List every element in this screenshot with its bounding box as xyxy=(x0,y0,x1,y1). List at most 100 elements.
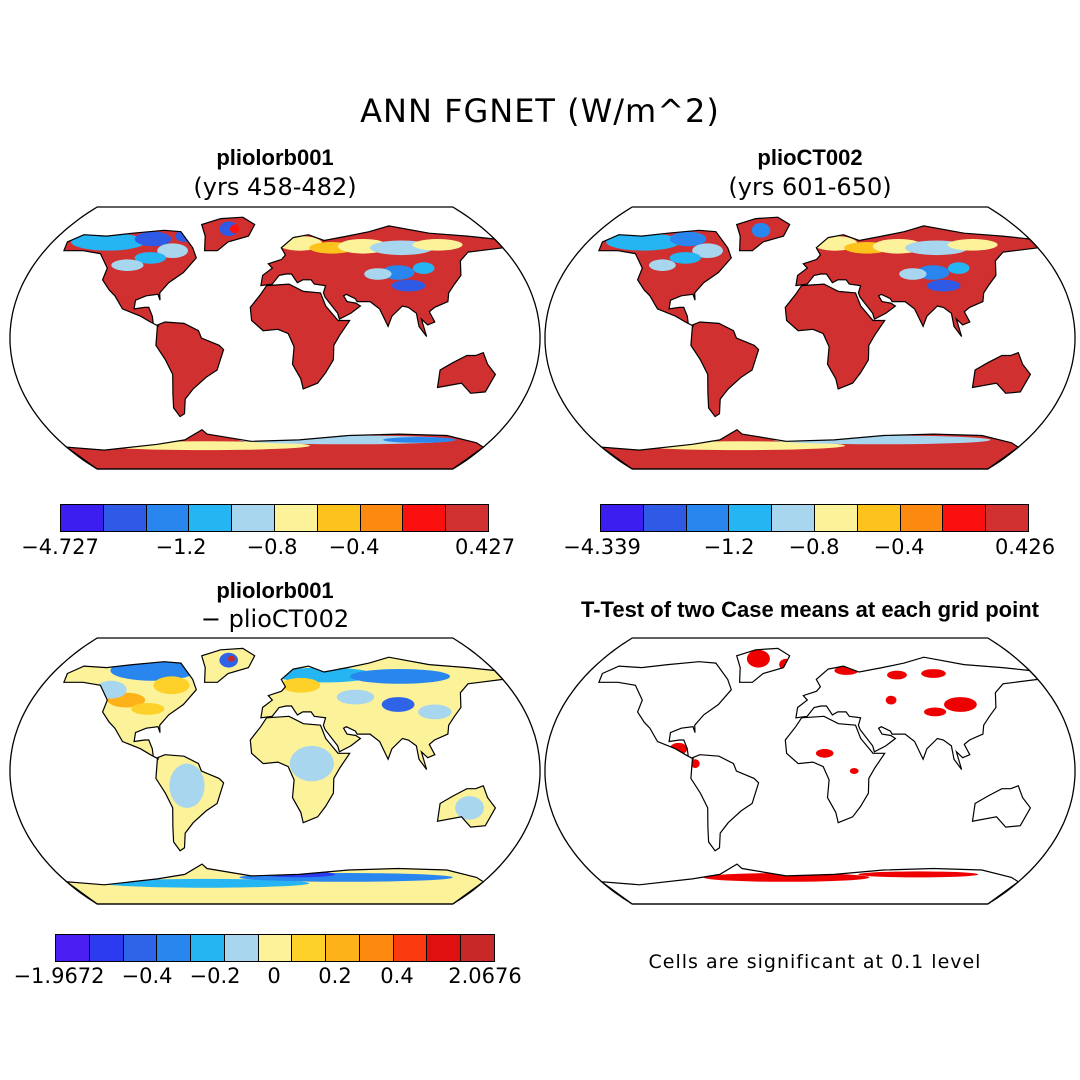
field-patch xyxy=(669,231,707,247)
colorbar-swatch xyxy=(274,505,318,531)
field-patch xyxy=(924,707,947,717)
field-patch xyxy=(412,239,463,251)
panel-4-title: T-Test of two Case means at each grid po… xyxy=(580,597,1039,622)
coastline-eurasia xyxy=(260,225,505,337)
land-africa xyxy=(785,716,885,823)
coastline-namerica xyxy=(63,229,197,327)
field-patch xyxy=(102,878,310,888)
land-eurasia xyxy=(795,657,1038,770)
field-patch xyxy=(153,676,190,695)
colorbar-swatch xyxy=(900,505,944,531)
coastline-australia xyxy=(436,785,497,828)
coastline-samerica xyxy=(690,754,760,852)
coastline-samerica xyxy=(690,321,760,418)
colorbar-swatch xyxy=(857,505,901,531)
field-patch xyxy=(157,243,189,258)
colorbar-panel-3 xyxy=(55,934,495,962)
land-australia xyxy=(972,352,1031,394)
land-eurasia xyxy=(795,225,1038,337)
colorbar-2-label-2: −0.8 xyxy=(788,535,840,559)
field-patch xyxy=(289,745,334,782)
land-africa xyxy=(785,284,885,389)
colorbar-3-label-6: 2.0676 xyxy=(448,964,522,988)
field-patch xyxy=(281,677,321,693)
coastline-greenland xyxy=(200,216,256,252)
colorbar-3-label-4: 0.2 xyxy=(318,964,352,988)
field-patch xyxy=(364,268,392,280)
field-patch xyxy=(412,262,435,274)
field-patch xyxy=(692,243,723,258)
coastline-antarctica xyxy=(64,428,485,470)
colorbar-swatch xyxy=(446,505,488,531)
land-samerica xyxy=(690,754,759,851)
colorbar-swatch xyxy=(943,505,987,531)
land-samerica xyxy=(690,322,759,417)
coastline-namerica xyxy=(63,661,197,760)
colorbar-swatch xyxy=(292,935,327,961)
field-patch xyxy=(228,655,235,662)
colorbar-swatch xyxy=(729,505,773,531)
coastline-antarctica xyxy=(64,863,485,905)
map-panel-3 xyxy=(9,637,541,905)
field-patch xyxy=(131,703,165,715)
colorbar-2-label-1: −1.2 xyxy=(703,535,755,559)
main-title: ANN FGNET (W/m^2) xyxy=(360,92,720,130)
field-patch xyxy=(669,252,701,264)
land-australia xyxy=(972,785,1031,828)
coastline-greenland xyxy=(735,647,791,683)
panel-3-subtitle: − plioCT002 xyxy=(200,605,350,633)
coastline-australia xyxy=(971,785,1032,828)
coastline-greenland xyxy=(200,647,256,683)
coastline-africa xyxy=(249,715,351,824)
colorbar-swatch xyxy=(232,505,275,531)
coastline-namerica xyxy=(598,661,732,760)
colorbar-1-label-1: −1.2 xyxy=(155,535,207,559)
colorbar-3-label-3: 0 xyxy=(267,964,281,988)
land-eurasia xyxy=(260,657,503,770)
field-patch xyxy=(381,697,415,712)
field-patch xyxy=(815,748,834,758)
colorbar-swatch xyxy=(772,505,815,531)
colorbar-swatch xyxy=(403,505,447,531)
field-patch xyxy=(229,224,240,234)
field-patch xyxy=(899,268,927,280)
colorbar-swatch xyxy=(359,935,394,961)
panel-3-title: pliolorb001 xyxy=(216,578,334,603)
land-namerica xyxy=(598,661,732,760)
coastline-australia xyxy=(971,351,1032,394)
coastline-eurasia xyxy=(795,225,1040,337)
field-patch xyxy=(134,231,172,247)
field-patch xyxy=(947,239,998,251)
field-patch xyxy=(418,704,452,720)
field-patch xyxy=(169,763,205,808)
colorbar-1-label-4: 0.427 xyxy=(454,535,516,559)
land-eurasia xyxy=(260,225,503,337)
colorbar-3-label-1: −0.4 xyxy=(121,964,173,988)
field-patch xyxy=(606,233,681,251)
map-boundary xyxy=(9,637,541,905)
colorbar-1-label-0: −4.727 xyxy=(21,535,99,559)
colorbar-swatch xyxy=(317,505,361,531)
colorbar-swatch xyxy=(157,935,192,961)
colorbar-3-label-2: −0.2 xyxy=(189,964,241,988)
field-patch xyxy=(71,233,146,251)
field-patch xyxy=(350,669,451,684)
coastline-eurasia xyxy=(795,656,1040,770)
map-panel-4 xyxy=(544,637,1076,905)
colorbar-swatch xyxy=(56,935,90,961)
colorbar-swatch xyxy=(89,935,124,961)
panel-2-subtitle: (yrs 601-650) xyxy=(728,173,892,201)
colorbar-swatch xyxy=(224,935,259,961)
colorbar-swatch xyxy=(814,505,858,531)
colorbar-2-label-3: −0.4 xyxy=(873,535,925,559)
colorbar-swatch xyxy=(461,935,494,961)
field-patch xyxy=(110,660,196,681)
colorbar-swatch xyxy=(643,505,687,531)
colorbar-1-label-3: −0.4 xyxy=(328,535,380,559)
field-patch xyxy=(887,670,907,680)
coastline-samerica xyxy=(155,754,225,852)
field-patch xyxy=(885,695,897,705)
colorbar-swatch xyxy=(191,935,225,961)
panel-1-subtitle: (yrs 458-482) xyxy=(193,173,357,201)
panel-2-title: plioCT002 xyxy=(757,145,863,170)
